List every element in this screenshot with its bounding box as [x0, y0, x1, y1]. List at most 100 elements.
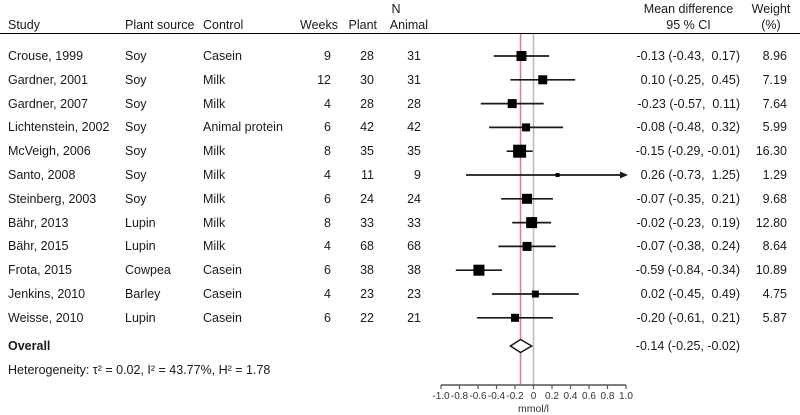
table-row: Weisse, 2010 Lupin Casein 6 22 21 -0.20 (-0.61…: [0, 310, 800, 326]
plant-source-value: Soy: [125, 168, 147, 182]
weeks-value: 6: [324, 310, 331, 325]
table-row: Gardner, 2001 Soy Milk 12 30 31 0.10 (-0.25, 0…: [0, 72, 800, 88]
control-value: Milk: [203, 96, 226, 111]
weight-value: 12.80: [755, 215, 787, 230]
mean-difference-ci-value: 0.26 (-0.73, 1.25): [640, 168, 740, 182]
plant-source-value: Soy: [125, 96, 147, 111]
column-header-n-group: N: [391, 2, 401, 16]
column-header-study: Study: [8, 18, 40, 32]
n-animal-value: 21: [407, 310, 421, 325]
n-plant-value: 23: [360, 287, 374, 301]
n-plant-value: 30: [360, 72, 374, 87]
table-row: Santo, 2008 Soy Milk 4 11 9 0.26 (-0.73, 1.25)…: [0, 167, 800, 183]
n-animal-value: 35: [407, 144, 421, 159]
n-animal-value: 33: [407, 215, 421, 230]
column-header-n-animal: Animal: [389, 18, 428, 32]
control-value: Milk: [203, 191, 226, 206]
n-plant-value: 11: [361, 168, 374, 182]
x-axis-tick-label: 0: [531, 391, 537, 402]
plant-source-value: Soy: [125, 120, 147, 135]
weeks-value: 6: [324, 191, 331, 206]
weeks-value: 6: [324, 120, 331, 135]
weight-value: 8.96: [762, 49, 787, 63]
control-value: Casein: [203, 287, 242, 301]
mean-difference-ci-value: -0.08 (-0.48, 0.32): [636, 120, 740, 135]
n-animal-value: 9: [414, 168, 421, 182]
x-axis-title: mmol/l: [518, 403, 549, 415]
n-plant-value: 42: [360, 120, 374, 135]
x-axis-tick-label: 0.2: [545, 391, 559, 402]
study-name: Santo, 2008: [8, 168, 76, 182]
control-value: Milk: [203, 168, 226, 182]
mean-difference-ci-value: -0.07 (-0.35, 0.21): [636, 191, 740, 206]
control-value: Casein: [203, 263, 242, 278]
control-value: Milk: [203, 215, 226, 230]
mean-difference-ci-value: 0.02 (-0.45, 0.49): [640, 287, 740, 301]
n-plant-value: 68: [360, 239, 374, 254]
x-axis-tick-label: -0.4: [488, 391, 506, 402]
mean-difference-ci-value: 0.10 (-0.25, 0.45): [640, 72, 740, 87]
n-animal-value: 31: [407, 72, 421, 87]
mean-difference-ci-value: -0.13 (-0.43, 0.17): [636, 49, 740, 63]
n-animal-value: 28: [407, 96, 421, 111]
study-name: Lichtenstein, 2002: [8, 120, 110, 135]
weight-value: 7.64: [762, 96, 787, 111]
study-name: McVeigh, 2006: [8, 144, 91, 159]
mean-difference-ci-value: -0.20 (-0.61, 0.21): [636, 310, 740, 325]
table-row: Steinberg, 2003 Soy Milk 6 24 24 -0.07 (-0.35,…: [0, 191, 800, 207]
x-axis-tick-label: -0.8: [451, 391, 469, 402]
mean-difference-ci-value: -0.23 (-0.57, 0.11): [637, 96, 740, 111]
column-header-95ci: 95 % CI: [666, 18, 711, 32]
n-plant-value: 22: [360, 310, 374, 325]
n-plant-value: 28: [360, 96, 374, 111]
weight-value: 10.89: [755, 263, 787, 278]
study-name: Jenkins, 2010: [8, 287, 86, 301]
control-value: Milk: [203, 239, 226, 254]
study-name: Gardner, 2007: [8, 96, 88, 111]
x-axis-tick-label: -0.6: [469, 391, 487, 402]
weight-value: 5.99: [762, 120, 787, 135]
weight-value: 5.87: [762, 310, 787, 325]
overall-ci-value: -0.14 (-0.25, -0.02): [635, 339, 740, 353]
heterogeneity-note: Heterogeneity: τ² = 0.02, I² = 43.77%, H…: [8, 363, 271, 377]
plant-source-value: Soy: [125, 72, 147, 87]
control-value: Animal protein: [203, 120, 283, 135]
header-separator-line: [0, 32, 800, 34]
control-value: Casein: [203, 310, 242, 325]
study-name: Bähr, 2015: [8, 239, 69, 254]
x-axis-tick-label: -1.0: [432, 391, 450, 402]
weight-value: 9.68: [762, 191, 787, 206]
column-header-weight: Weight: [751, 2, 791, 16]
weight-value: 4.75: [762, 287, 787, 301]
plant-source-value: Soy: [125, 191, 147, 206]
overall-row: Overall -0.14 (-0.25, -0.02): [0, 338, 800, 354]
n-plant-value: 28: [360, 49, 374, 63]
n-animal-value: 23: [407, 287, 421, 301]
table-row: Gardner, 2007 Soy Milk 4 28 28 -0.23 (-0.57, 0…: [0, 96, 800, 112]
mean-difference-ci-value: -0.15 (-0.29, -0.01): [635, 144, 740, 159]
n-animal-value: 68: [407, 239, 421, 254]
table-row: Frota, 2015 Cowpea Casein 6 38 38 -0.59 (-0.84…: [0, 262, 800, 278]
table-row: Crouse, 1999 Soy Casein 9 28 31 -0.13 (-0.43, …: [0, 48, 800, 64]
weeks-value: 8: [324, 144, 331, 159]
n-plant-value: 33: [360, 215, 374, 230]
control-value: Milk: [203, 72, 226, 87]
n-animal-value: 24: [407, 191, 421, 206]
x-axis-tick-label: 1.0: [619, 391, 633, 402]
weeks-value: 12: [317, 72, 331, 87]
table-row: Jenkins, 2010 Barley Casein 4 23 23 0.02 (-0.4…: [0, 286, 800, 302]
overall-label: Overall: [8, 339, 51, 353]
n-animal-value: 38: [407, 263, 421, 278]
weeks-value: 4: [324, 168, 331, 182]
n-plant-value: 38: [360, 263, 374, 278]
plant-source-value: Soy: [125, 49, 147, 63]
study-name: Bähr, 2013: [8, 215, 69, 230]
column-header-weeks: Weeks: [300, 18, 338, 32]
weeks-value: 4: [324, 96, 331, 111]
n-plant-value: 35: [360, 144, 374, 159]
n-plant-value: 24: [360, 191, 374, 206]
table-row: Bähr, 2015 Lupin Milk 4 68 68 -0.07 (-0.38, 0.…: [0, 238, 800, 254]
plant-source-value: Cowpea: [125, 263, 171, 278]
column-header-control: Control: [203, 18, 244, 32]
